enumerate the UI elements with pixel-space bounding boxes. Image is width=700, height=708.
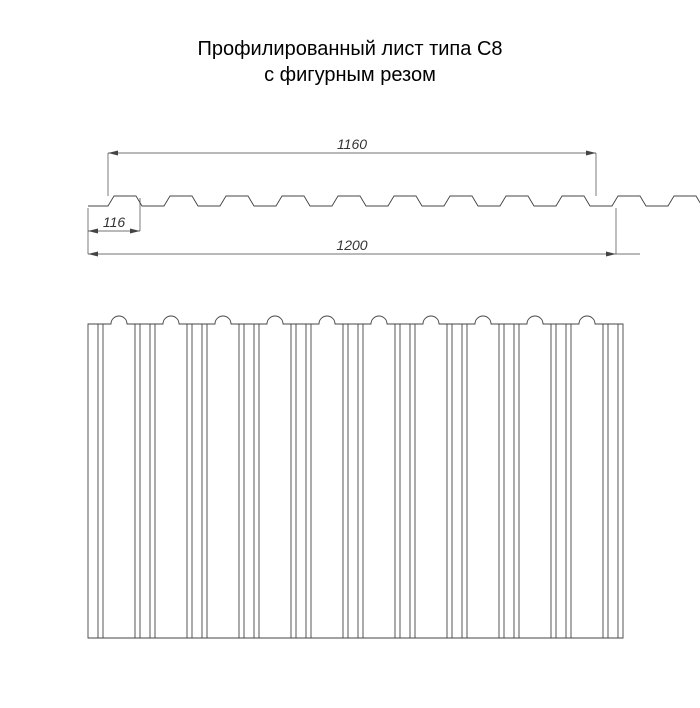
dimension-label: 1160 xyxy=(337,136,367,152)
dimension-label: 1200 xyxy=(336,237,367,253)
front-view-outline xyxy=(88,316,623,638)
dimension-label: 116 xyxy=(103,214,126,230)
profile-cross-section xyxy=(88,196,700,206)
title-line2: с фигурным резом xyxy=(264,64,436,86)
technical-drawing: 1160 116 1200 xyxy=(0,88,700,708)
title-line1: Профилированный лист типа С8 xyxy=(197,38,502,60)
